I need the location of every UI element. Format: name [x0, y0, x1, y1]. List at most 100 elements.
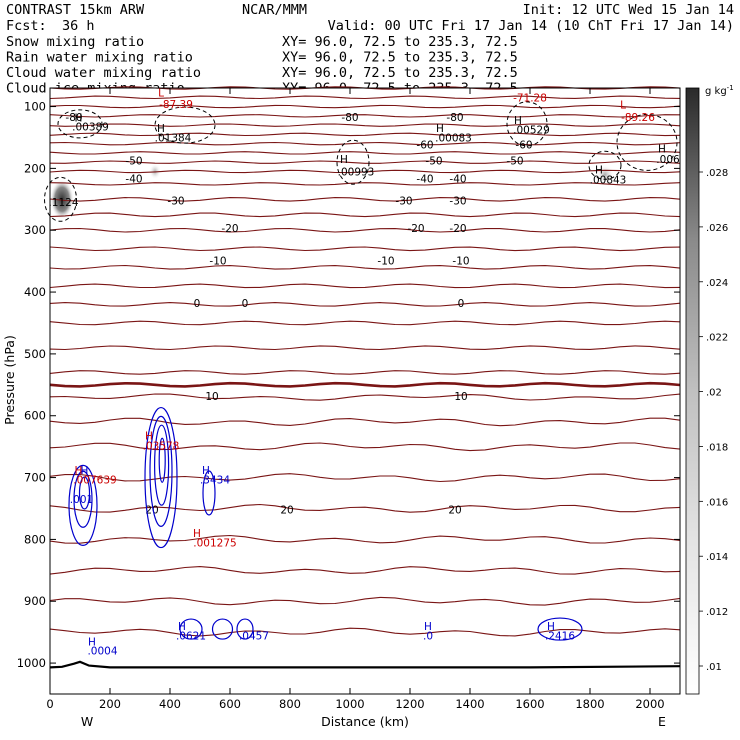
- temperature-label: 0: [242, 298, 249, 310]
- mixing-ratio-shading: [50, 163, 614, 220]
- extremum-annotation: .00529: [513, 124, 550, 136]
- isobar-line: [49, 104, 681, 109]
- x-tick-label: 1000: [335, 697, 364, 711]
- plot-title: CONTRAST 15km ARW: [6, 2, 145, 18]
- forecast-label: Fcst:: [6, 18, 47, 34]
- colorbar-tick-label: .026: [706, 223, 728, 234]
- zero-degree-line: [49, 381, 681, 388]
- extremum-annotation: H: [88, 636, 96, 648]
- extremum-annotation: H: [75, 113, 83, 125]
- extremum-annotation: .01384: [155, 132, 192, 144]
- cloud-water-contour: [179, 618, 203, 640]
- extremum-annotation: L: [158, 87, 164, 99]
- cloud-water-contour: [158, 437, 166, 483]
- extremum-annotation: H: [193, 528, 201, 540]
- cloud-water-contour: [144, 406, 178, 549]
- isobar-line: [49, 345, 681, 351]
- isobar-line: [49, 197, 681, 202]
- temperature-label: -30: [395, 196, 412, 208]
- center-label: NCAR/MMM: [242, 2, 307, 18]
- isobar-line: [49, 264, 681, 270]
- extremum-annotation: H: [658, 144, 666, 156]
- colorbar-tick-label: .024: [706, 278, 728, 289]
- ice-mixing-contour: [588, 150, 622, 180]
- isobar-line: [49, 114, 681, 118]
- ice-mixing-contour: [57, 109, 103, 139]
- temperature-label: -40: [449, 173, 466, 185]
- isobar-line: [49, 566, 681, 575]
- isobar-line: [49, 169, 681, 174]
- y-tick-label: 600: [24, 409, 46, 423]
- y-tick-label: 200: [24, 161, 46, 175]
- x-tick-label: 2000: [635, 697, 664, 711]
- legend-field-name: Rain water mixing ratio: [6, 50, 193, 66]
- extremum-annotation: H: [436, 123, 444, 135]
- x-tick-label: 200: [99, 697, 121, 711]
- cloud-water-contour: [537, 617, 583, 641]
- temperature-label: -80: [446, 112, 463, 124]
- extremum-annotation: .001275: [193, 538, 236, 550]
- extremum-annotation: H: [514, 115, 522, 127]
- shading-patch: [50, 179, 74, 220]
- extremum-annotation: .0621: [176, 630, 206, 642]
- extremum-annotation: H: [178, 621, 186, 633]
- extremum-annotation: .007639: [73, 474, 116, 486]
- extremum-annotation: .001: [70, 494, 93, 506]
- isobar-line: [49, 246, 681, 252]
- legend-field-xy: XY= 96.0, 72.5 to 235.3, 72.5: [282, 65, 518, 81]
- x-tick-label: 600: [219, 697, 241, 711]
- extremum-annotation: H: [145, 431, 153, 443]
- temperature-label: 20: [280, 505, 293, 517]
- ice-mixing-contour: [154, 106, 216, 144]
- extremum-annotation: H: [157, 123, 165, 135]
- ice-mixing-contour: [506, 101, 548, 147]
- x-axis-label: Distance (km): [321, 714, 409, 729]
- cloud-water-contour: [154, 424, 170, 506]
- plot-frame: [49, 87, 681, 695]
- isobar-line: [49, 393, 681, 401]
- temperature-label: -10: [452, 256, 469, 268]
- extremum-annotation: -89.26: [621, 112, 655, 124]
- cloud-water-contour: [149, 415, 173, 527]
- temperature-label: -80: [341, 112, 358, 124]
- temperature-label: 0: [194, 298, 201, 310]
- temperature-label: 10: [205, 391, 218, 403]
- temperature-label: 20: [448, 505, 461, 517]
- x-tick-label: 1600: [515, 697, 544, 711]
- extremum-annotation: .3434: [200, 474, 230, 486]
- isobar-line: [49, 596, 681, 606]
- extremum-annotation: .00993: [338, 166, 375, 178]
- isobar-line: [49, 503, 681, 513]
- extremum-annotation: .2416: [545, 630, 575, 642]
- isobar-line: [49, 132, 681, 137]
- extremum-annotation: .00389: [72, 121, 109, 133]
- extremum-annotation: .1124: [48, 197, 78, 209]
- temperature-label: 0: [458, 298, 465, 310]
- terrain-line: [49, 660, 681, 669]
- temperature-label: -30: [167, 196, 184, 208]
- temperature-label: -20: [449, 223, 466, 235]
- colorbar-tick-label: .01: [706, 662, 722, 673]
- extremum-annotation: H: [595, 165, 603, 177]
- colorbar-tick-label: .014: [706, 552, 728, 563]
- cloud-water-contour: [73, 470, 93, 528]
- temperature-label: -60: [416, 139, 433, 151]
- terrain-profile: [49, 660, 681, 669]
- isobar-line: [49, 160, 681, 164]
- extremum-annotation: .03578: [143, 440, 180, 452]
- isobar-line: [49, 417, 681, 427]
- extremum-annotation: .00083: [435, 132, 472, 144]
- temperature-contours: -80 -80 -80-60 -60-50 -50 -50-40 -40 -40-30 -30-…: [65, 112, 532, 517]
- y-tick-label: 700: [24, 471, 46, 485]
- extremum-annotation: H: [202, 465, 210, 477]
- temperature-label: -30: [449, 196, 466, 208]
- x-tick-label: 1800: [575, 697, 604, 711]
- temperature-label: -10: [377, 256, 394, 268]
- plot-area: [50, 88, 680, 694]
- y-tick-label: 100: [24, 100, 46, 114]
- colorbar-tick-label: .018: [706, 442, 728, 453]
- extremum-annotation: H: [81, 465, 89, 477]
- x-axis-ticks: 0 200 400 600 800 1000 1200 1400 1600 1800 2000: [46, 88, 665, 711]
